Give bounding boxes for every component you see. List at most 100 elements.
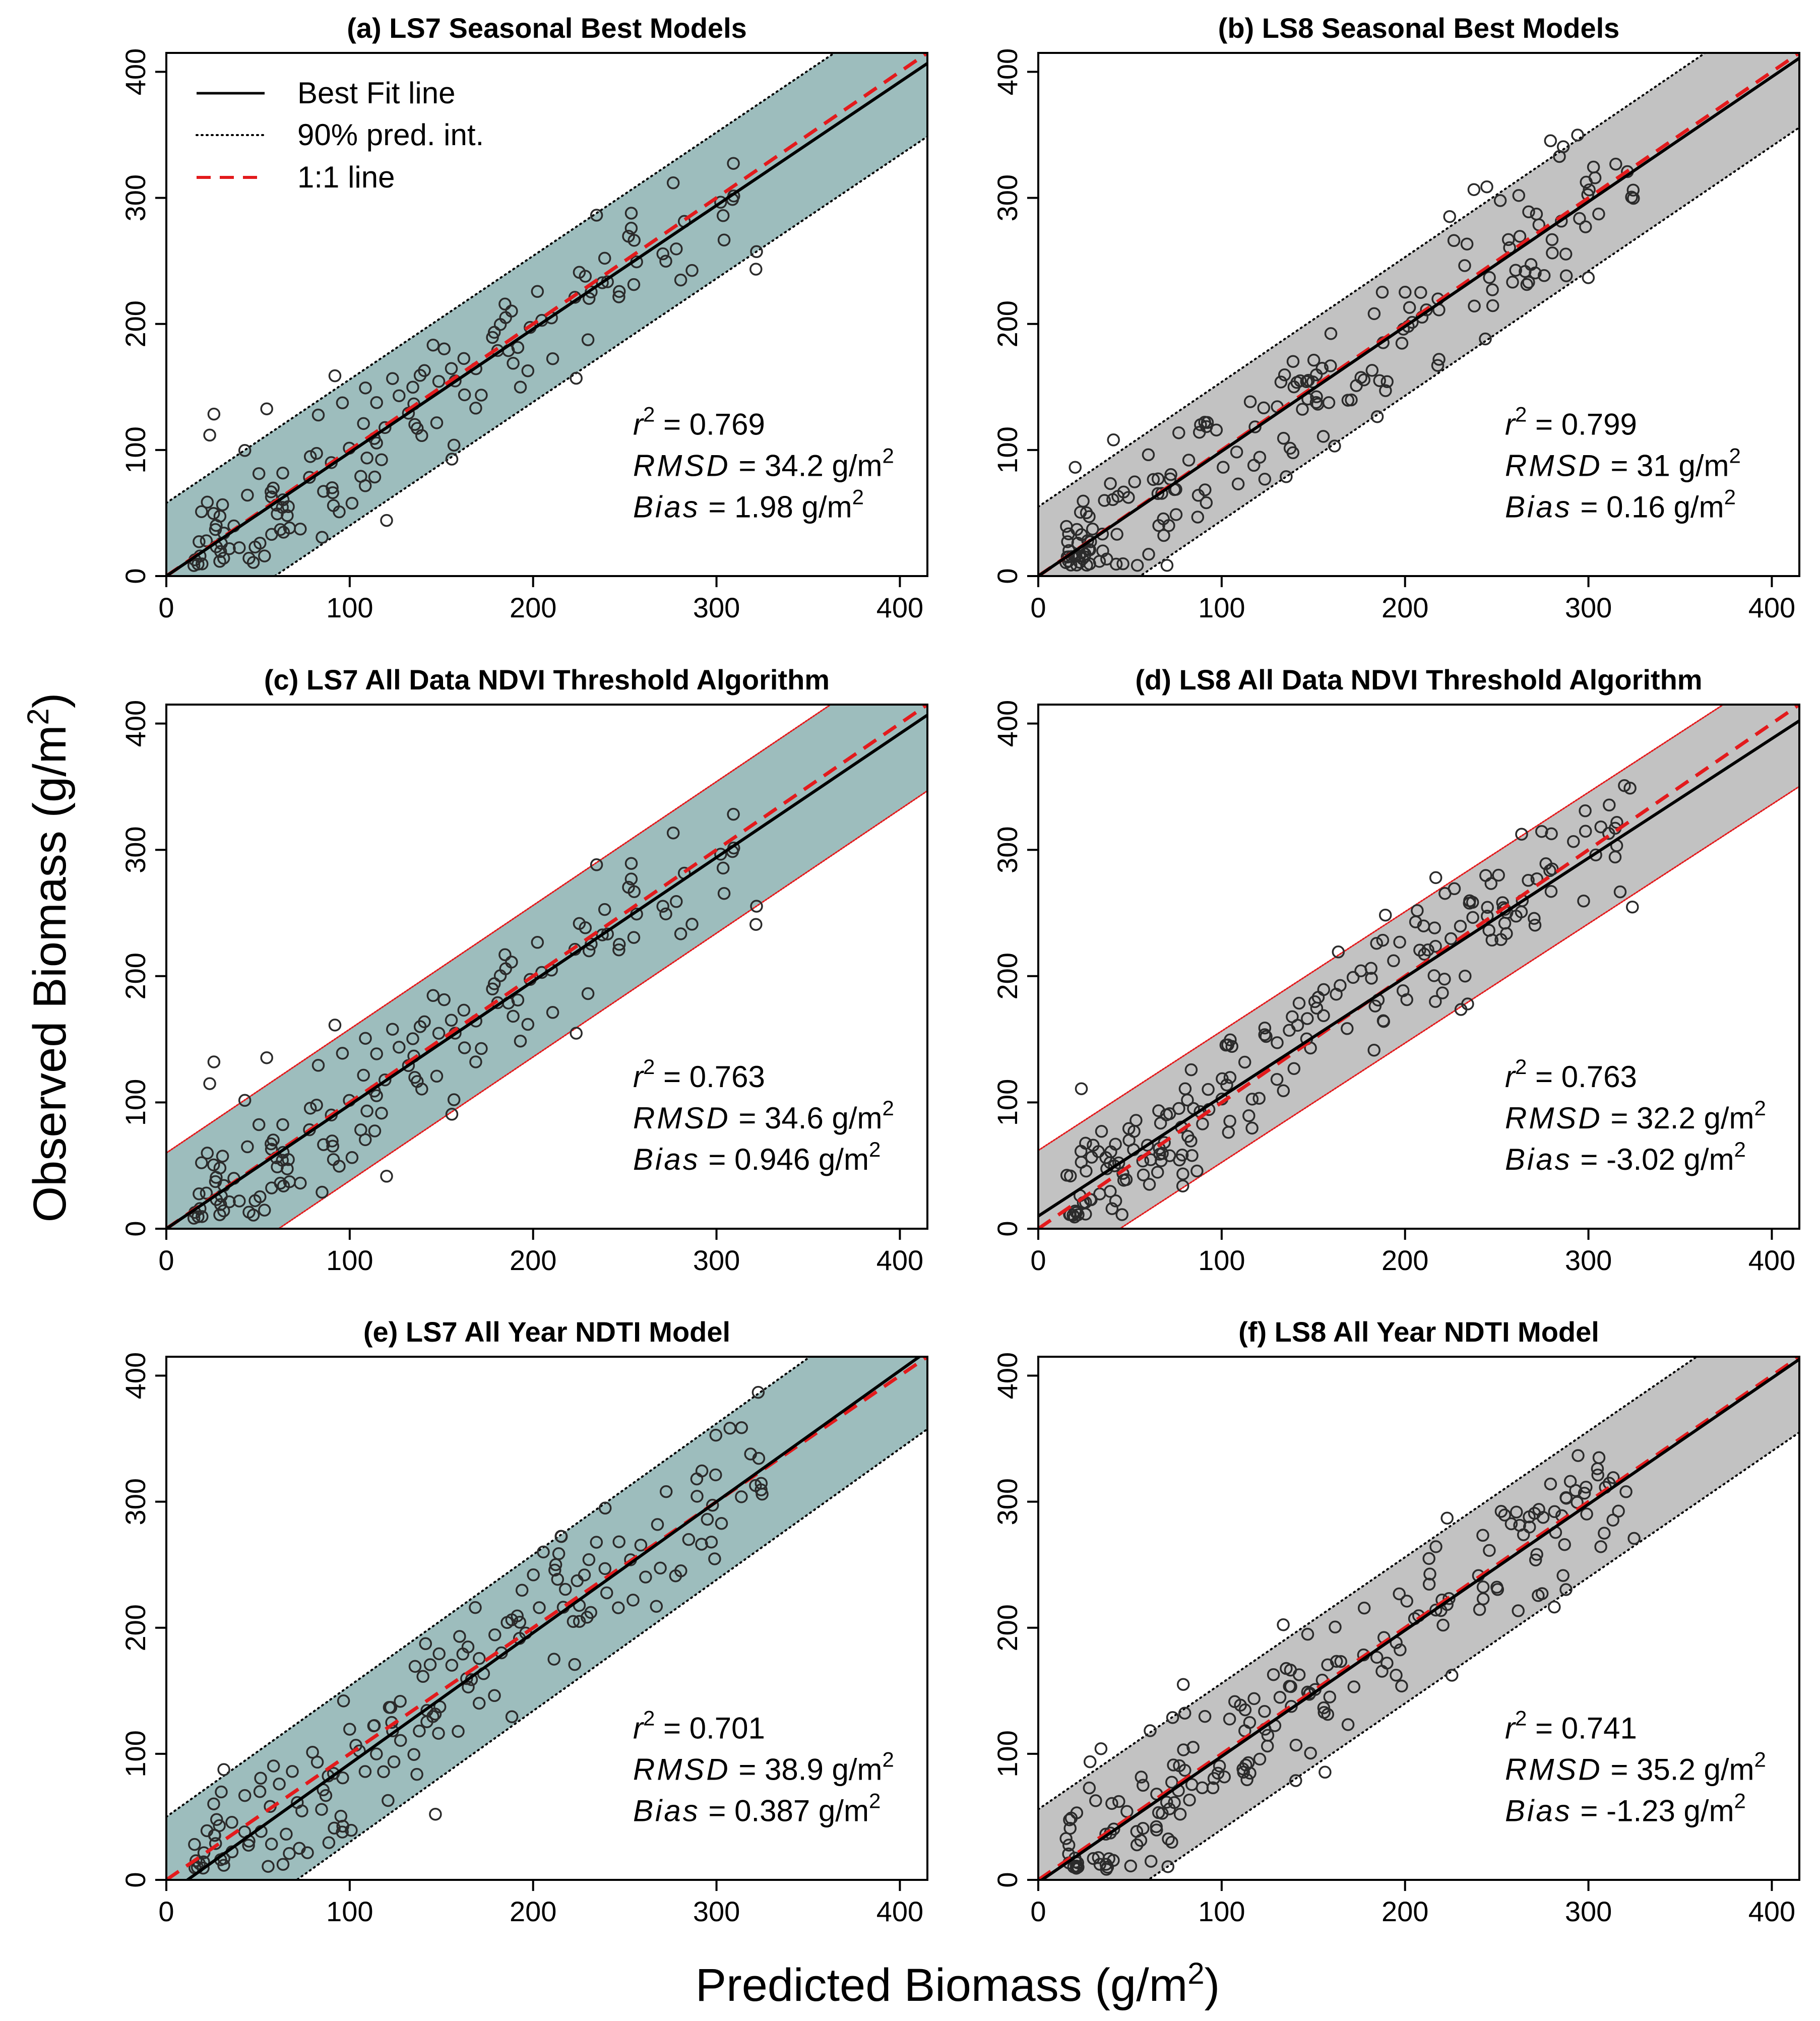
data-point	[200, 1186, 213, 1200]
stat-r2: r2 = 0.763	[633, 1055, 765, 1094]
x-tick-label: 0	[1030, 592, 1046, 623]
data-point	[1178, 1707, 1191, 1720]
data-point	[1191, 511, 1205, 524]
data-point	[596, 276, 609, 289]
data-point	[1143, 1178, 1156, 1191]
data-point	[1230, 446, 1243, 459]
data-point	[283, 1847, 296, 1860]
data-point	[190, 1854, 203, 1867]
data-point	[1075, 528, 1088, 541]
data-point	[573, 1615, 586, 1628]
data-point	[1243, 395, 1257, 408]
data-point	[685, 264, 699, 277]
panel-e: 0 100 200 300 400 0 100 200 300 400 (e) LS7 All Ye…	[119, 1316, 928, 1927]
data-point	[1315, 362, 1329, 375]
data-point	[423, 1658, 437, 1671]
best-fit-line	[1039, 1358, 1799, 1880]
data-point	[430, 1069, 444, 1083]
data-point	[1368, 999, 1382, 1013]
data-point	[1127, 1125, 1141, 1138]
data-point	[505, 1710, 519, 1724]
data-point	[274, 523, 287, 536]
data-point	[1579, 220, 1592, 233]
data-point	[1423, 1567, 1436, 1581]
data-point	[1321, 1658, 1334, 1672]
data-point	[1613, 885, 1627, 899]
data-point	[357, 417, 370, 430]
data-point	[1432, 353, 1446, 366]
data-point	[717, 233, 731, 246]
data-point	[1380, 375, 1394, 389]
data-point	[322, 1836, 336, 1849]
data-point	[315, 1803, 328, 1816]
data-point	[336, 1047, 349, 1060]
data-point	[1310, 1001, 1324, 1015]
data-point	[1438, 972, 1451, 986]
data-point	[549, 1558, 562, 1571]
stat-r2: r2 = 0.799	[1505, 403, 1637, 441]
interval-upper-line	[166, 1357, 812, 1818]
data-point	[295, 1804, 308, 1817]
data-point	[1324, 359, 1337, 372]
data-point	[1579, 825, 1592, 838]
data-point	[370, 1047, 383, 1060]
data-point	[453, 1630, 466, 1643]
data-point	[709, 1468, 722, 1482]
data-point	[1156, 1147, 1169, 1160]
data-point	[1476, 1529, 1489, 1542]
data-point	[1400, 1595, 1413, 1608]
data-point	[1627, 192, 1640, 205]
data-point	[515, 1584, 529, 1597]
data-point	[407, 1748, 420, 1761]
data-point	[457, 352, 471, 365]
data-point	[1594, 1540, 1607, 1553]
data-point	[1257, 401, 1271, 415]
interval-lower-line	[1118, 785, 1799, 1229]
data-point	[1546, 246, 1559, 260]
data-point	[233, 1194, 246, 1208]
data-point	[1135, 1771, 1148, 1784]
data-point	[1107, 1854, 1120, 1867]
data-point	[1183, 1793, 1196, 1807]
data-point	[582, 1553, 596, 1566]
y-tick-label: 200	[119, 1604, 151, 1651]
data-point	[1506, 276, 1519, 289]
stat-bias: Bias = 0.946 g/m2	[633, 1138, 881, 1176]
data-point	[755, 1483, 768, 1496]
data-point	[1447, 234, 1461, 247]
data-point	[1155, 487, 1168, 500]
data-point	[248, 1194, 262, 1208]
data-point	[241, 1140, 254, 1154]
data-point	[547, 1653, 560, 1666]
data-point	[384, 1701, 398, 1714]
data-point	[432, 1027, 446, 1040]
data-point	[1131, 558, 1144, 572]
data-point	[1345, 393, 1358, 407]
data-point	[1176, 1678, 1190, 1691]
data-point	[1387, 954, 1400, 968]
data-point	[598, 903, 611, 916]
data-point	[626, 1594, 640, 1607]
y-tick-label: 100	[119, 1079, 151, 1126]
data-point	[1559, 247, 1573, 261]
data-point	[514, 1034, 527, 1048]
data-point	[714, 196, 727, 209]
data-point	[1440, 1511, 1454, 1525]
data-point	[1394, 1643, 1407, 1657]
data-point	[1367, 1043, 1380, 1057]
y-tick-label: 200	[119, 300, 151, 347]
data-point	[406, 1032, 419, 1045]
data-point	[1370, 936, 1383, 950]
data-point	[1122, 491, 1135, 504]
data-point	[570, 1027, 583, 1040]
plot-frame	[165, 1356, 928, 1881]
data-point	[1072, 1208, 1085, 1221]
data-point	[749, 918, 763, 931]
data-point	[1287, 1062, 1301, 1075]
y-tick-label: 400	[991, 1352, 1023, 1399]
data-point	[701, 1512, 714, 1526]
data-point	[1579, 804, 1592, 817]
stat-bias: Bias = 0.16 g/m2	[1505, 485, 1736, 524]
data-point	[1163, 472, 1177, 486]
data-point	[590, 209, 603, 222]
